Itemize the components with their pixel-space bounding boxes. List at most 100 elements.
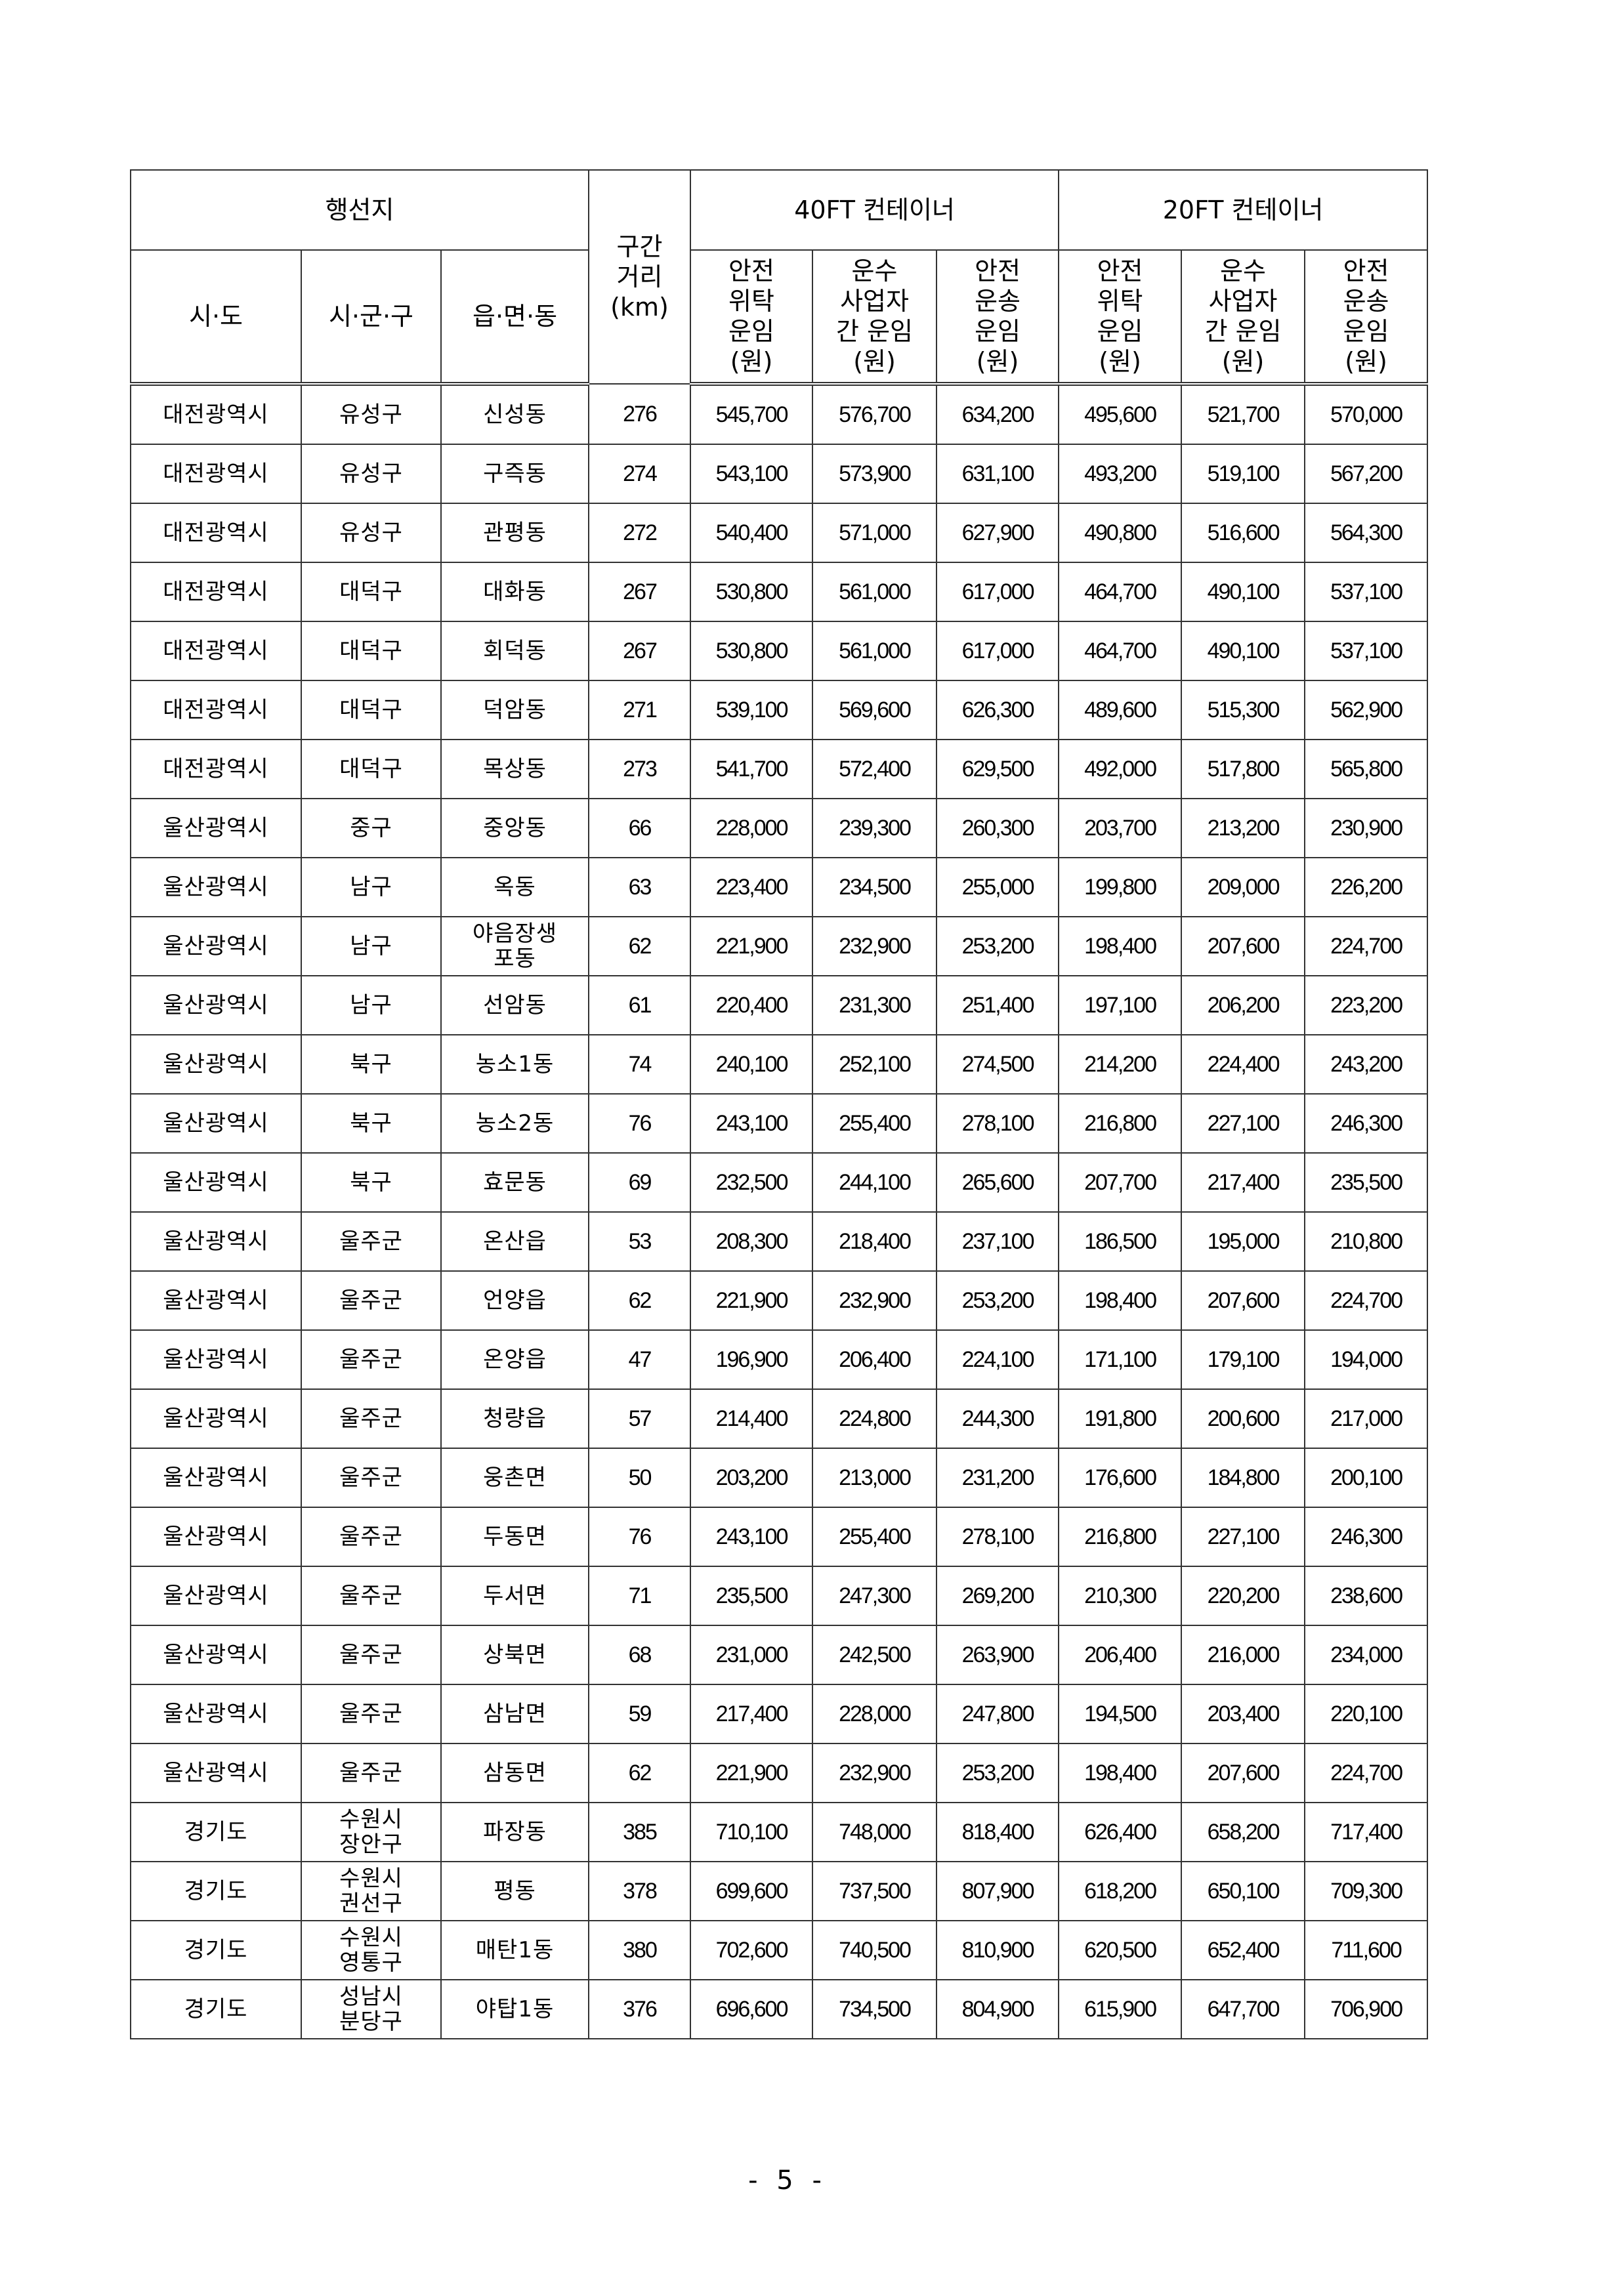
cell-20ft-safe-consign: 176,600 <box>1058 1448 1183 1508</box>
cell-distance: 66 <box>588 798 692 858</box>
cell-eupmyeondong: 온양읍 <box>440 1329 590 1390</box>
table-row: 경기도 수원시 영통구 매탄1동 380 702,600 740,500 810,900 62… <box>130 1920 1429 1980</box>
cell-distance: 274 <box>588 444 692 504</box>
cell-distance: 276 <box>588 383 692 445</box>
cell-20ft-safe-consign: 197,100 <box>1058 975 1183 1035</box>
header-20ft-container: 20FT 컨테이너 <box>1058 169 1429 251</box>
table-row: 경기도 수원시 장안구 파장동 385 710,100 748,000 818,400 626… <box>130 1802 1429 1862</box>
cell-40ft-carrier: 740,500 <box>812 1920 938 1980</box>
cell-distance: 61 <box>588 975 692 1035</box>
cell-sigungu: 성남시 분당구 <box>301 1979 442 2039</box>
cell-sigungu: 유성구 <box>301 503 442 563</box>
cell-sido: 울산광역시 <box>130 1625 302 1685</box>
table-row: 울산광역시 울주군 언양읍 62 221,900 232,900 253,200 198,40… <box>130 1270 1429 1331</box>
cell-distance: 267 <box>588 621 692 681</box>
table-row: 울산광역시 남구 선암동 61 220,400 231,300 251,400 197,100… <box>130 975 1429 1035</box>
cell-40ft-safe-consign: 541,700 <box>690 739 814 799</box>
cell-20ft-safe-consign: 618,200 <box>1058 1861 1183 1921</box>
cell-sido: 대전광역시 <box>130 562 302 622</box>
cell-eupmyeondong: 목상동 <box>440 739 590 799</box>
cell-sido: 울산광역시 <box>130 857 302 917</box>
cell-20ft-carrier: 519,100 <box>1181 444 1306 504</box>
cell-sido: 울산광역시 <box>130 975 302 1035</box>
cell-20ft-safe-transport: 234,000 <box>1304 1625 1429 1685</box>
cell-40ft-safe-consign: 710,100 <box>690 1802 814 1862</box>
cell-sido: 울산광역시 <box>130 1388 302 1449</box>
cell-20ft-carrier: 207,600 <box>1181 1270 1306 1331</box>
cell-40ft-safe-transport: 237,100 <box>936 1211 1060 1272</box>
cell-40ft-safe-consign: 545,700 <box>690 383 814 445</box>
cell-eupmyeondong: 야음장생 포동 <box>440 916 590 976</box>
cell-40ft-safe-transport: 263,900 <box>936 1625 1060 1685</box>
table-row: 울산광역시 남구 야음장생 포동 62 221,900 232,900 253,200 198… <box>130 916 1429 976</box>
cell-20ft-safe-transport: 537,100 <box>1304 562 1429 622</box>
cell-eupmyeondong: 야탑1동 <box>440 1979 590 2039</box>
cell-sigungu: 울주군 <box>301 1625 442 1685</box>
cell-40ft-carrier: 242,500 <box>812 1625 938 1685</box>
cell-distance: 69 <box>588 1152 692 1213</box>
cell-40ft-carrier: 734,500 <box>812 1979 938 2039</box>
cell-40ft-carrier: 576,700 <box>812 383 938 445</box>
cell-20ft-safe-transport: 537,100 <box>1304 621 1429 681</box>
cell-40ft-safe-consign: 203,200 <box>690 1448 814 1508</box>
cell-sido: 울산광역시 <box>130 1566 302 1626</box>
cell-40ft-safe-transport: 810,900 <box>936 1920 1060 1980</box>
cell-sido: 경기도 <box>130 1861 302 1921</box>
cell-20ft-carrier: 224,400 <box>1181 1034 1306 1095</box>
cell-40ft-safe-consign: 539,100 <box>690 680 814 740</box>
cell-distance: 50 <box>588 1448 692 1508</box>
cell-20ft-safe-transport: 224,700 <box>1304 916 1429 976</box>
cell-40ft-safe-consign: 540,400 <box>690 503 814 563</box>
cell-eupmyeondong: 관평동 <box>440 503 590 563</box>
page-number: - 5 - <box>748 2165 827 2196</box>
cell-eupmyeondong: 옥동 <box>440 857 590 917</box>
cell-eupmyeondong: 효문동 <box>440 1152 590 1213</box>
cell-40ft-carrier: 255,400 <box>812 1507 938 1567</box>
cell-40ft-carrier: 224,800 <box>812 1388 938 1449</box>
cell-40ft-safe-transport: 627,900 <box>936 503 1060 563</box>
cell-distance: 53 <box>588 1211 692 1272</box>
cell-40ft-carrier: 232,900 <box>812 1270 938 1331</box>
cell-20ft-safe-consign: 493,200 <box>1058 444 1183 504</box>
cell-sido: 대전광역시 <box>130 383 302 445</box>
header-40ft-carrier-rate: 운수 사업자 간 운임 (원) <box>812 249 938 386</box>
cell-20ft-carrier: 521,700 <box>1181 383 1306 445</box>
cell-40ft-safe-transport: 253,200 <box>936 1743 1060 1803</box>
cell-20ft-safe-transport: 706,900 <box>1304 1979 1429 2039</box>
cell-20ft-carrier: 515,300 <box>1181 680 1306 740</box>
cell-20ft-safe-transport: 711,600 <box>1304 1920 1429 1980</box>
cell-40ft-safe-transport: 617,000 <box>936 562 1060 622</box>
cell-40ft-safe-transport: 278,100 <box>936 1507 1060 1567</box>
cell-40ft-carrier: 252,100 <box>812 1034 938 1095</box>
cell-distance: 76 <box>588 1093 692 1154</box>
cell-20ft-safe-transport: 226,200 <box>1304 857 1429 917</box>
cell-40ft-carrier: 573,900 <box>812 444 938 504</box>
freight-rate-table: 행선지 구간 거리 (km) 40FT 컨테이너 20FT 컨테이너 시·도 시… <box>129 169 1429 2039</box>
cell-20ft-safe-consign: 464,700 <box>1058 621 1183 681</box>
cell-20ft-carrier: 184,800 <box>1181 1448 1306 1508</box>
cell-20ft-safe-transport: 570,000 <box>1304 383 1429 445</box>
cell-eupmyeondong: 삼동면 <box>440 1743 590 1803</box>
cell-sido: 울산광역시 <box>130 1684 302 1744</box>
cell-sigungu: 수원시 장안구 <box>301 1802 442 1862</box>
cell-sigungu: 유성구 <box>301 444 442 504</box>
cell-sido: 울산광역시 <box>130 1507 302 1567</box>
cell-40ft-carrier: 572,400 <box>812 739 938 799</box>
table-row: 울산광역시 울주군 온양읍 47 196,900 206,400 224,100 171,10… <box>130 1329 1429 1390</box>
cell-distance: 63 <box>588 857 692 917</box>
cell-eupmyeondong: 삼남면 <box>440 1684 590 1744</box>
cell-40ft-safe-transport: 247,800 <box>936 1684 1060 1744</box>
cell-20ft-carrier: 207,600 <box>1181 1743 1306 1803</box>
cell-20ft-safe-consign: 198,400 <box>1058 1270 1183 1331</box>
table-row: 울산광역시 울주군 웅촌면 50 203,200 213,000 231,200 176,60… <box>130 1448 1429 1508</box>
cell-sigungu: 대덕구 <box>301 680 442 740</box>
cell-20ft-safe-transport: 243,200 <box>1304 1034 1429 1095</box>
cell-40ft-carrier: 571,000 <box>812 503 938 563</box>
cell-sigungu: 울주군 <box>301 1329 442 1390</box>
cell-20ft-carrier: 516,600 <box>1181 503 1306 563</box>
cell-sido: 울산광역시 <box>130 1152 302 1213</box>
cell-distance: 267 <box>588 562 692 622</box>
cell-20ft-carrier: 213,200 <box>1181 798 1306 858</box>
cell-sigungu: 북구 <box>301 1152 442 1213</box>
cell-20ft-carrier: 216,000 <box>1181 1625 1306 1685</box>
